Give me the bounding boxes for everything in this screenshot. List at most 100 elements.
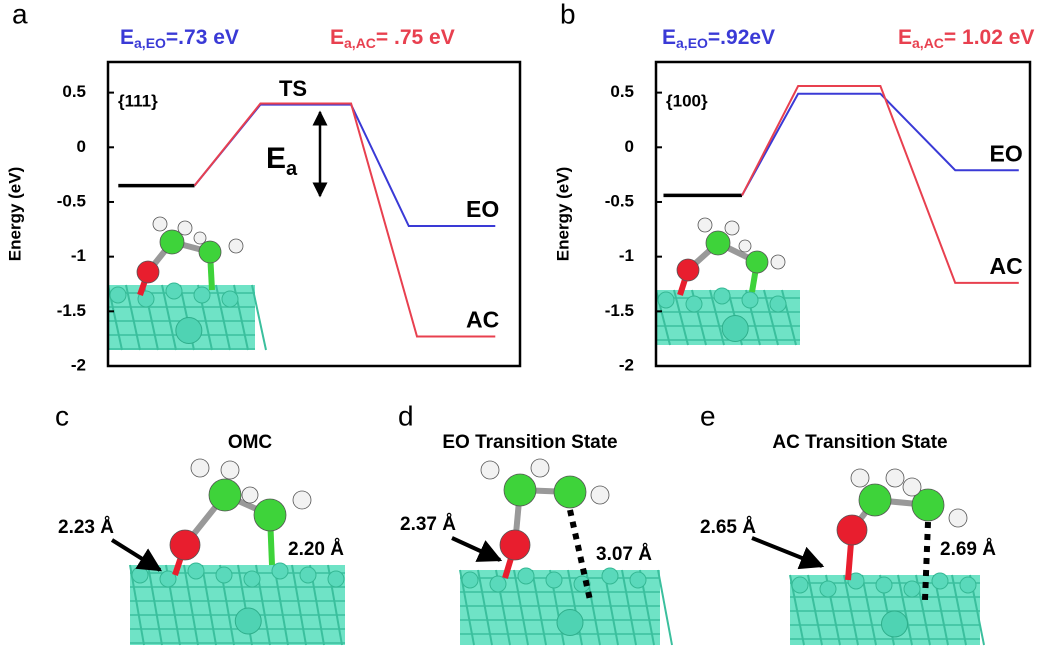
structure-illustration [129, 458, 345, 646]
lattice-line [861, 574, 877, 646]
lattice-line [125, 284, 141, 351]
y-tick-label: 0.5 [610, 82, 634, 101]
structure-title: OMC [228, 432, 273, 453]
ea-symbol: E [266, 142, 286, 175]
y-tick-label: -1.5 [605, 301, 634, 320]
barrier-label: Ea,EO=.73 eV [120, 26, 239, 51]
lattice-line [161, 284, 177, 351]
atom [590, 485, 610, 505]
atom [770, 254, 786, 270]
atom [208, 478, 242, 512]
panel-label: c [55, 400, 69, 431]
series-label: AC [466, 307, 499, 333]
barrier-symbol: E [330, 26, 344, 49]
structure-title: EO Transition State [442, 432, 617, 453]
ts-label: TS [279, 76, 307, 101]
barrier-value: = .75 eV [376, 26, 455, 49]
surface-atom [601, 567, 619, 585]
surface-atom [215, 566, 233, 584]
y-tick-label: -1.5 [57, 301, 86, 320]
atom [850, 468, 870, 488]
ea-subscript: a [286, 158, 298, 180]
surface-atom [556, 609, 584, 636]
y-tick-label: -1 [619, 246, 634, 265]
distance-arrow [110, 538, 163, 572]
lattice-line [183, 564, 199, 646]
distance-label: 2.23 Å [58, 517, 114, 538]
barrier-value: = 1.02 eV [944, 26, 1035, 49]
atom [292, 490, 312, 510]
lattice-line [807, 574, 823, 646]
atom [858, 483, 892, 517]
y-tick-label: 0.5 [62, 82, 86, 101]
surface-atom [903, 580, 921, 598]
distance-label: 2.20 Å [288, 539, 344, 560]
structure-illustration [459, 458, 673, 646]
atom [724, 220, 740, 236]
surface-atom [721, 315, 749, 342]
plot-frame [106, 60, 522, 368]
atom [836, 514, 868, 546]
distance-label: 3.07 Å [596, 544, 652, 565]
atom [190, 458, 210, 478]
surface-atom [685, 295, 703, 313]
lattice-line [897, 574, 913, 646]
surface-atom [234, 607, 262, 635]
lattice-line [673, 289, 689, 346]
surface-atom [875, 576, 893, 594]
surface-atom [657, 291, 675, 309]
distance-label: 2.65 Å [700, 517, 756, 538]
atom [480, 460, 500, 480]
surface-atom [517, 567, 535, 585]
atom [253, 498, 287, 532]
surface-atom [713, 287, 731, 305]
lattice-line [567, 569, 583, 646]
surface-atom [769, 295, 787, 313]
atom [220, 460, 240, 480]
surface-atom [159, 570, 177, 588]
bond [567, 509, 593, 601]
atom [159, 229, 185, 255]
barrier-symbol: E [662, 26, 676, 49]
surface-atom [221, 290, 239, 308]
lattice-line [531, 569, 547, 646]
surface-atom [175, 317, 203, 344]
surface-atom [573, 575, 591, 593]
series-label: AC [990, 253, 1023, 279]
facet-label: {100} [666, 91, 708, 110]
lattice-line [763, 289, 779, 346]
surface-atom [327, 570, 345, 588]
y-tick-label: -0.5 [605, 191, 634, 210]
atom [697, 217, 713, 233]
distance-label: 2.37 Å [400, 514, 456, 535]
barrier-value: =.92eV [708, 26, 775, 49]
y-tick-label: 0 [77, 137, 86, 156]
lattice-line [201, 564, 217, 646]
atom [136, 260, 160, 284]
distance-arrow [751, 536, 825, 570]
lattice-line [513, 569, 529, 646]
structure-title: AC Transition State [772, 432, 947, 453]
energy-line [741, 92, 1019, 196]
surface-atom [165, 282, 183, 300]
barrier-value: =.73 eV [166, 26, 239, 49]
surface-atom [741, 291, 759, 309]
panel-label: d [398, 400, 414, 431]
ea-label: Ea [266, 142, 298, 180]
plot-frame [654, 60, 1032, 368]
panel-label: e [700, 400, 716, 431]
lattice-line [477, 569, 493, 646]
surface-atom [461, 571, 479, 589]
lattice-line [657, 569, 673, 646]
barrier-symbol: E [898, 26, 912, 49]
y-axis-title: Energy (eV) [5, 167, 24, 261]
surface-atom [819, 580, 837, 598]
structure-illustration [789, 468, 985, 646]
barrier-subscript: a,EO [134, 35, 166, 51]
barrier-subscript: a,EO [676, 35, 708, 51]
atom [738, 239, 752, 253]
surface-atom [109, 286, 127, 304]
atom [530, 458, 550, 478]
lattice-line [147, 564, 163, 646]
